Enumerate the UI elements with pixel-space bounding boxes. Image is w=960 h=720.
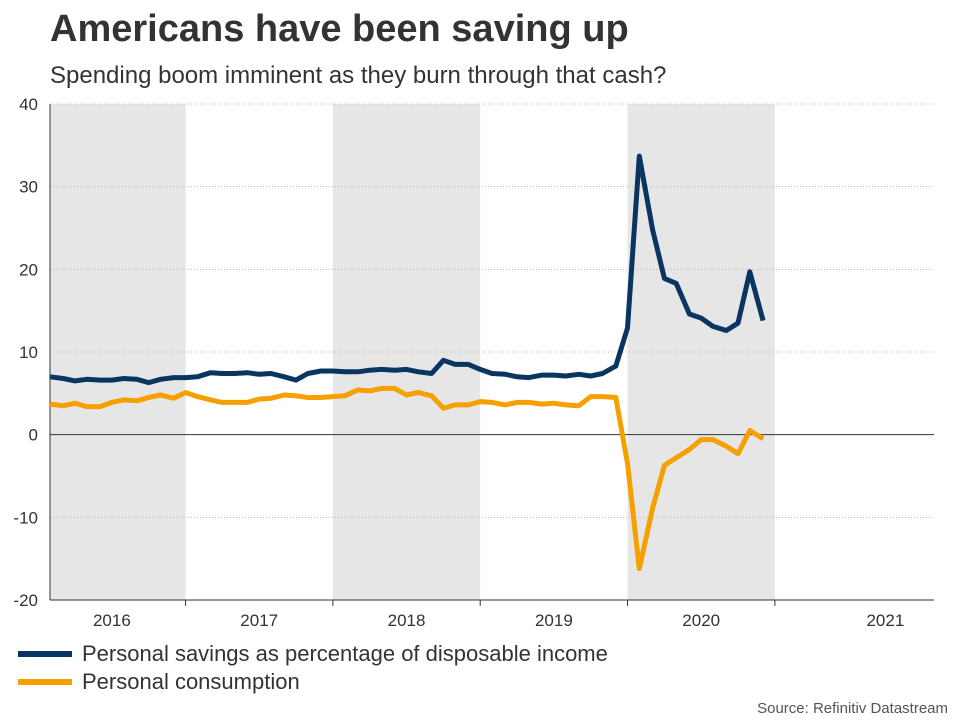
y-tick-label: 30 — [19, 178, 38, 197]
x-tick-label: 2020 — [682, 611, 720, 630]
year-band-0 — [50, 104, 186, 600]
source-note: Source: Refinitiv Datastream — [757, 700, 948, 717]
x-tick-label: 2016 — [93, 611, 131, 630]
y-tick-label: 20 — [19, 260, 38, 279]
series-line-savings — [49, 153, 766, 386]
axes: 40 30 20 10 0 -10 -20 2016 2017 2018 2019 2020 2021 — [13, 95, 934, 630]
y-tick-label: 0 — [29, 426, 38, 445]
legend-item-consumption: Personal consumption — [18, 668, 608, 696]
chart-subtitle: Spending boom imminent as they burn thro… — [50, 62, 667, 89]
gridlines — [50, 103, 934, 518]
y-tick-label: 40 — [19, 95, 38, 114]
legend-item-savings: Personal savings as percentage of dispos… — [18, 640, 608, 668]
series-line-consumption — [49, 385, 765, 572]
x-tick-label: 2021 — [866, 611, 904, 630]
legend-label-savings: Personal savings as percentage of dispos… — [82, 641, 608, 666]
series-lines — [49, 153, 766, 572]
legend-label-consumption: Personal consumption — [82, 669, 300, 694]
y-tick-label: 10 — [19, 343, 38, 362]
legend: Personal savings as percentage of dispos… — [18, 640, 608, 696]
legend-swatch-savings — [18, 651, 72, 657]
legend-swatch-consumption — [18, 679, 72, 685]
y-tick-label: -10 — [13, 508, 38, 527]
x-tick-label: 2017 — [240, 611, 278, 630]
y-tick-label: -20 — [13, 591, 38, 610]
chart-title: Americans have been saving up — [50, 8, 629, 50]
x-tick-label: 2018 — [388, 611, 426, 630]
x-tick-label: 2019 — [535, 611, 573, 630]
